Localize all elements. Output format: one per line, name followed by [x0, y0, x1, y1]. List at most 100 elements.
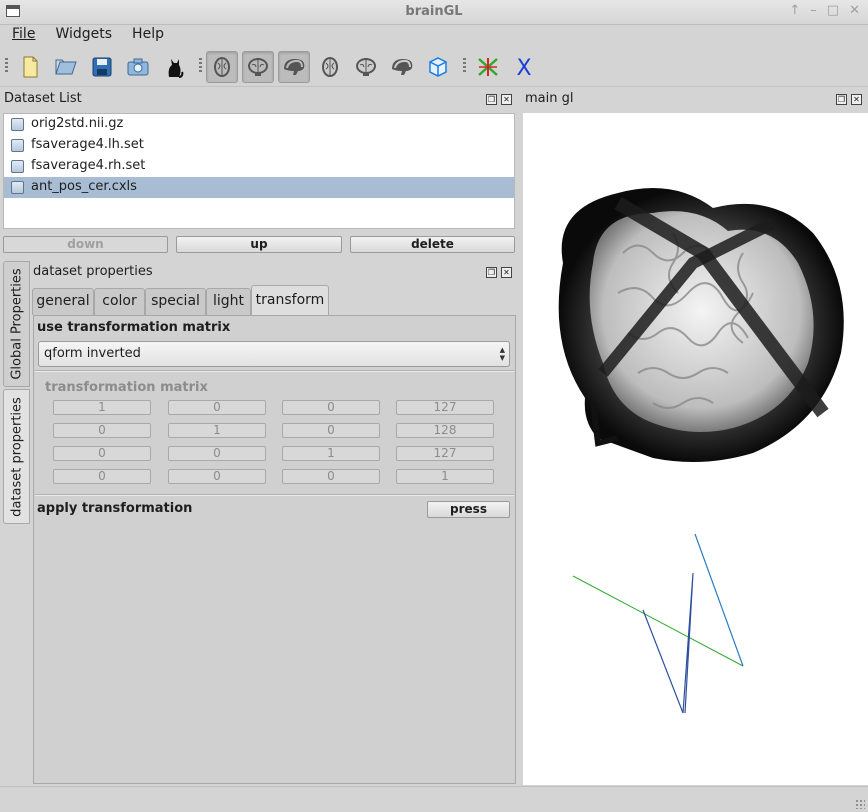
toolbar-handle[interactable]: [199, 58, 202, 74]
dock-float-icon[interactable]: ❐: [836, 94, 847, 105]
axial-toggle-button[interactable]: [314, 51, 346, 83]
sagittal-toggle-button[interactable]: [386, 51, 418, 83]
sagittal-view-button[interactable]: [278, 51, 310, 83]
dataset-properties-title: dataset properties: [33, 264, 153, 279]
minimize-icon[interactable]: –: [810, 3, 817, 18]
dataset-item[interactable]: fsaverage4.lh.set: [4, 135, 514, 156]
main-toolbar: X: [0, 48, 868, 87]
fiber-tracks-icon: [478, 58, 498, 76]
close-x-icon: X: [516, 56, 531, 79]
use-matrix-label: use transformation matrix: [37, 320, 231, 335]
save-icon: [92, 57, 112, 77]
menu-help[interactable]: Help: [132, 26, 164, 42]
tab-transform[interactable]: transform: [251, 285, 329, 315]
matrix-cell: 1: [168, 423, 266, 438]
brain-axial-view-icon: [214, 57, 230, 77]
matrix-cell: 1: [396, 469, 494, 484]
dataset-checkbox[interactable]: [11, 139, 24, 152]
dock-float-icon[interactable]: ❐: [486, 267, 497, 278]
separator: [35, 370, 514, 372]
svg-text:X: X: [516, 56, 531, 79]
axial-view-button[interactable]: [206, 51, 238, 83]
dataset-checkbox[interactable]: [11, 118, 24, 131]
apply-transformation-label: apply transformation: [37, 501, 193, 516]
dataset-checkbox[interactable]: [11, 181, 24, 194]
matrix-cell: 127: [396, 446, 494, 461]
app-window-icon: [6, 5, 20, 17]
toolbar-handle[interactable]: [463, 58, 466, 74]
menu-file[interactable]: File: [12, 26, 36, 42]
brain-coronal-view-icon: [248, 58, 268, 76]
down-button[interactable]: down: [3, 236, 168, 253]
close-window-icon[interactable]: ✕: [849, 3, 860, 18]
coronal-toggle-button[interactable]: [350, 51, 382, 83]
dataset-checkbox[interactable]: [11, 160, 24, 173]
dataset-item-selected[interactable]: ant_pos_cer.cxls: [4, 177, 514, 198]
toolbar-handle[interactable]: [5, 58, 8, 74]
delete-button[interactable]: delete: [350, 236, 515, 253]
screenshot-button[interactable]: [122, 51, 154, 83]
dataset-list: orig2std.nii.gz fsaverage4.lh.set fsaver…: [3, 113, 515, 229]
window-titlebar: brainGL ↑ – □ ✕: [0, 0, 868, 25]
matrix-cell: 0: [168, 400, 266, 415]
dock-float-icon[interactable]: ❐: [486, 94, 497, 105]
brain-axial-toggle-icon: [322, 57, 338, 77]
open-folder-icon: [55, 59, 77, 75]
dock-close-icon[interactable]: ✕: [851, 94, 862, 105]
brain-sagittal-toggle-icon: [392, 59, 413, 75]
transform-panel: [33, 315, 516, 784]
apply-transformation-button[interactable]: press: [427, 501, 510, 518]
matrix-cell: 0: [282, 400, 380, 415]
resize-grip-icon[interactable]: [855, 799, 865, 809]
cat-icon: [168, 59, 184, 78]
open-button[interactable]: [50, 51, 82, 83]
transformation-matrix-label: transformation matrix: [45, 380, 208, 395]
dataset-item[interactable]: orig2std.nii.gz: [4, 114, 514, 135]
dock-close-icon[interactable]: ✕: [501, 94, 512, 105]
tab-special[interactable]: special: [145, 288, 206, 315]
brain-sagittal-view-icon: [284, 59, 305, 75]
matrix-cell: 0: [168, 446, 266, 461]
tab-color[interactable]: color: [94, 288, 145, 315]
window-title: brainGL: [405, 4, 463, 19]
matrix-cell: 127: [396, 400, 494, 415]
up-button[interactable]: up: [176, 236, 342, 253]
tab-general[interactable]: general: [32, 288, 94, 315]
fiber-tracks-button[interactable]: [472, 51, 504, 83]
tab-dataset-properties[interactable]: dataset properties: [3, 389, 30, 524]
coronal-view-button[interactable]: [242, 51, 274, 83]
tab-light[interactable]: light: [206, 288, 251, 315]
matrix-cell: 0: [282, 423, 380, 438]
save-button[interactable]: [86, 51, 118, 83]
matrix-cell: 0: [168, 469, 266, 484]
tab-global-properties[interactable]: Global Properties: [3, 261, 30, 387]
bounding-box-button[interactable]: [422, 51, 454, 83]
matrix-cell: 0: [53, 446, 151, 461]
menu-widgets[interactable]: Widgets: [55, 26, 113, 42]
select-arrows-icon: ▲ ▼: [499, 346, 505, 362]
matrix-cell: 0: [282, 469, 380, 484]
brain-rendering: [558, 188, 844, 714]
matrix-cell: 0: [53, 423, 151, 438]
menu-bar: File Widgets Help: [0, 24, 868, 46]
matrix-cell: 1: [53, 400, 151, 415]
gl-render-view[interactable]: [523, 113, 868, 785]
keep-above-icon[interactable]: ↑: [789, 3, 801, 18]
reset-view-button[interactable]: X: [508, 51, 540, 83]
cube-icon: [429, 57, 447, 77]
main-gl-title: main gl: [525, 91, 574, 106]
separator: [35, 494, 514, 496]
matrix-cell: 128: [396, 423, 494, 438]
dock-splitter[interactable]: [518, 88, 522, 786]
maximize-icon[interactable]: □: [826, 3, 840, 18]
brain-coronal-toggle-icon: [356, 58, 376, 76]
status-bar: [0, 786, 868, 812]
dock-close-icon[interactable]: ✕: [501, 267, 512, 278]
matrix-cell: 1: [282, 446, 380, 461]
new-file-button[interactable]: [14, 51, 46, 83]
matrix-mode-select[interactable]: qform inverted ▲ ▼: [38, 341, 510, 367]
dataset-list-title: Dataset List: [4, 91, 82, 106]
cat-button[interactable]: [158, 51, 190, 83]
matrix-cell: 0: [53, 469, 151, 484]
dataset-item[interactable]: fsaverage4.rh.set: [4, 156, 514, 177]
